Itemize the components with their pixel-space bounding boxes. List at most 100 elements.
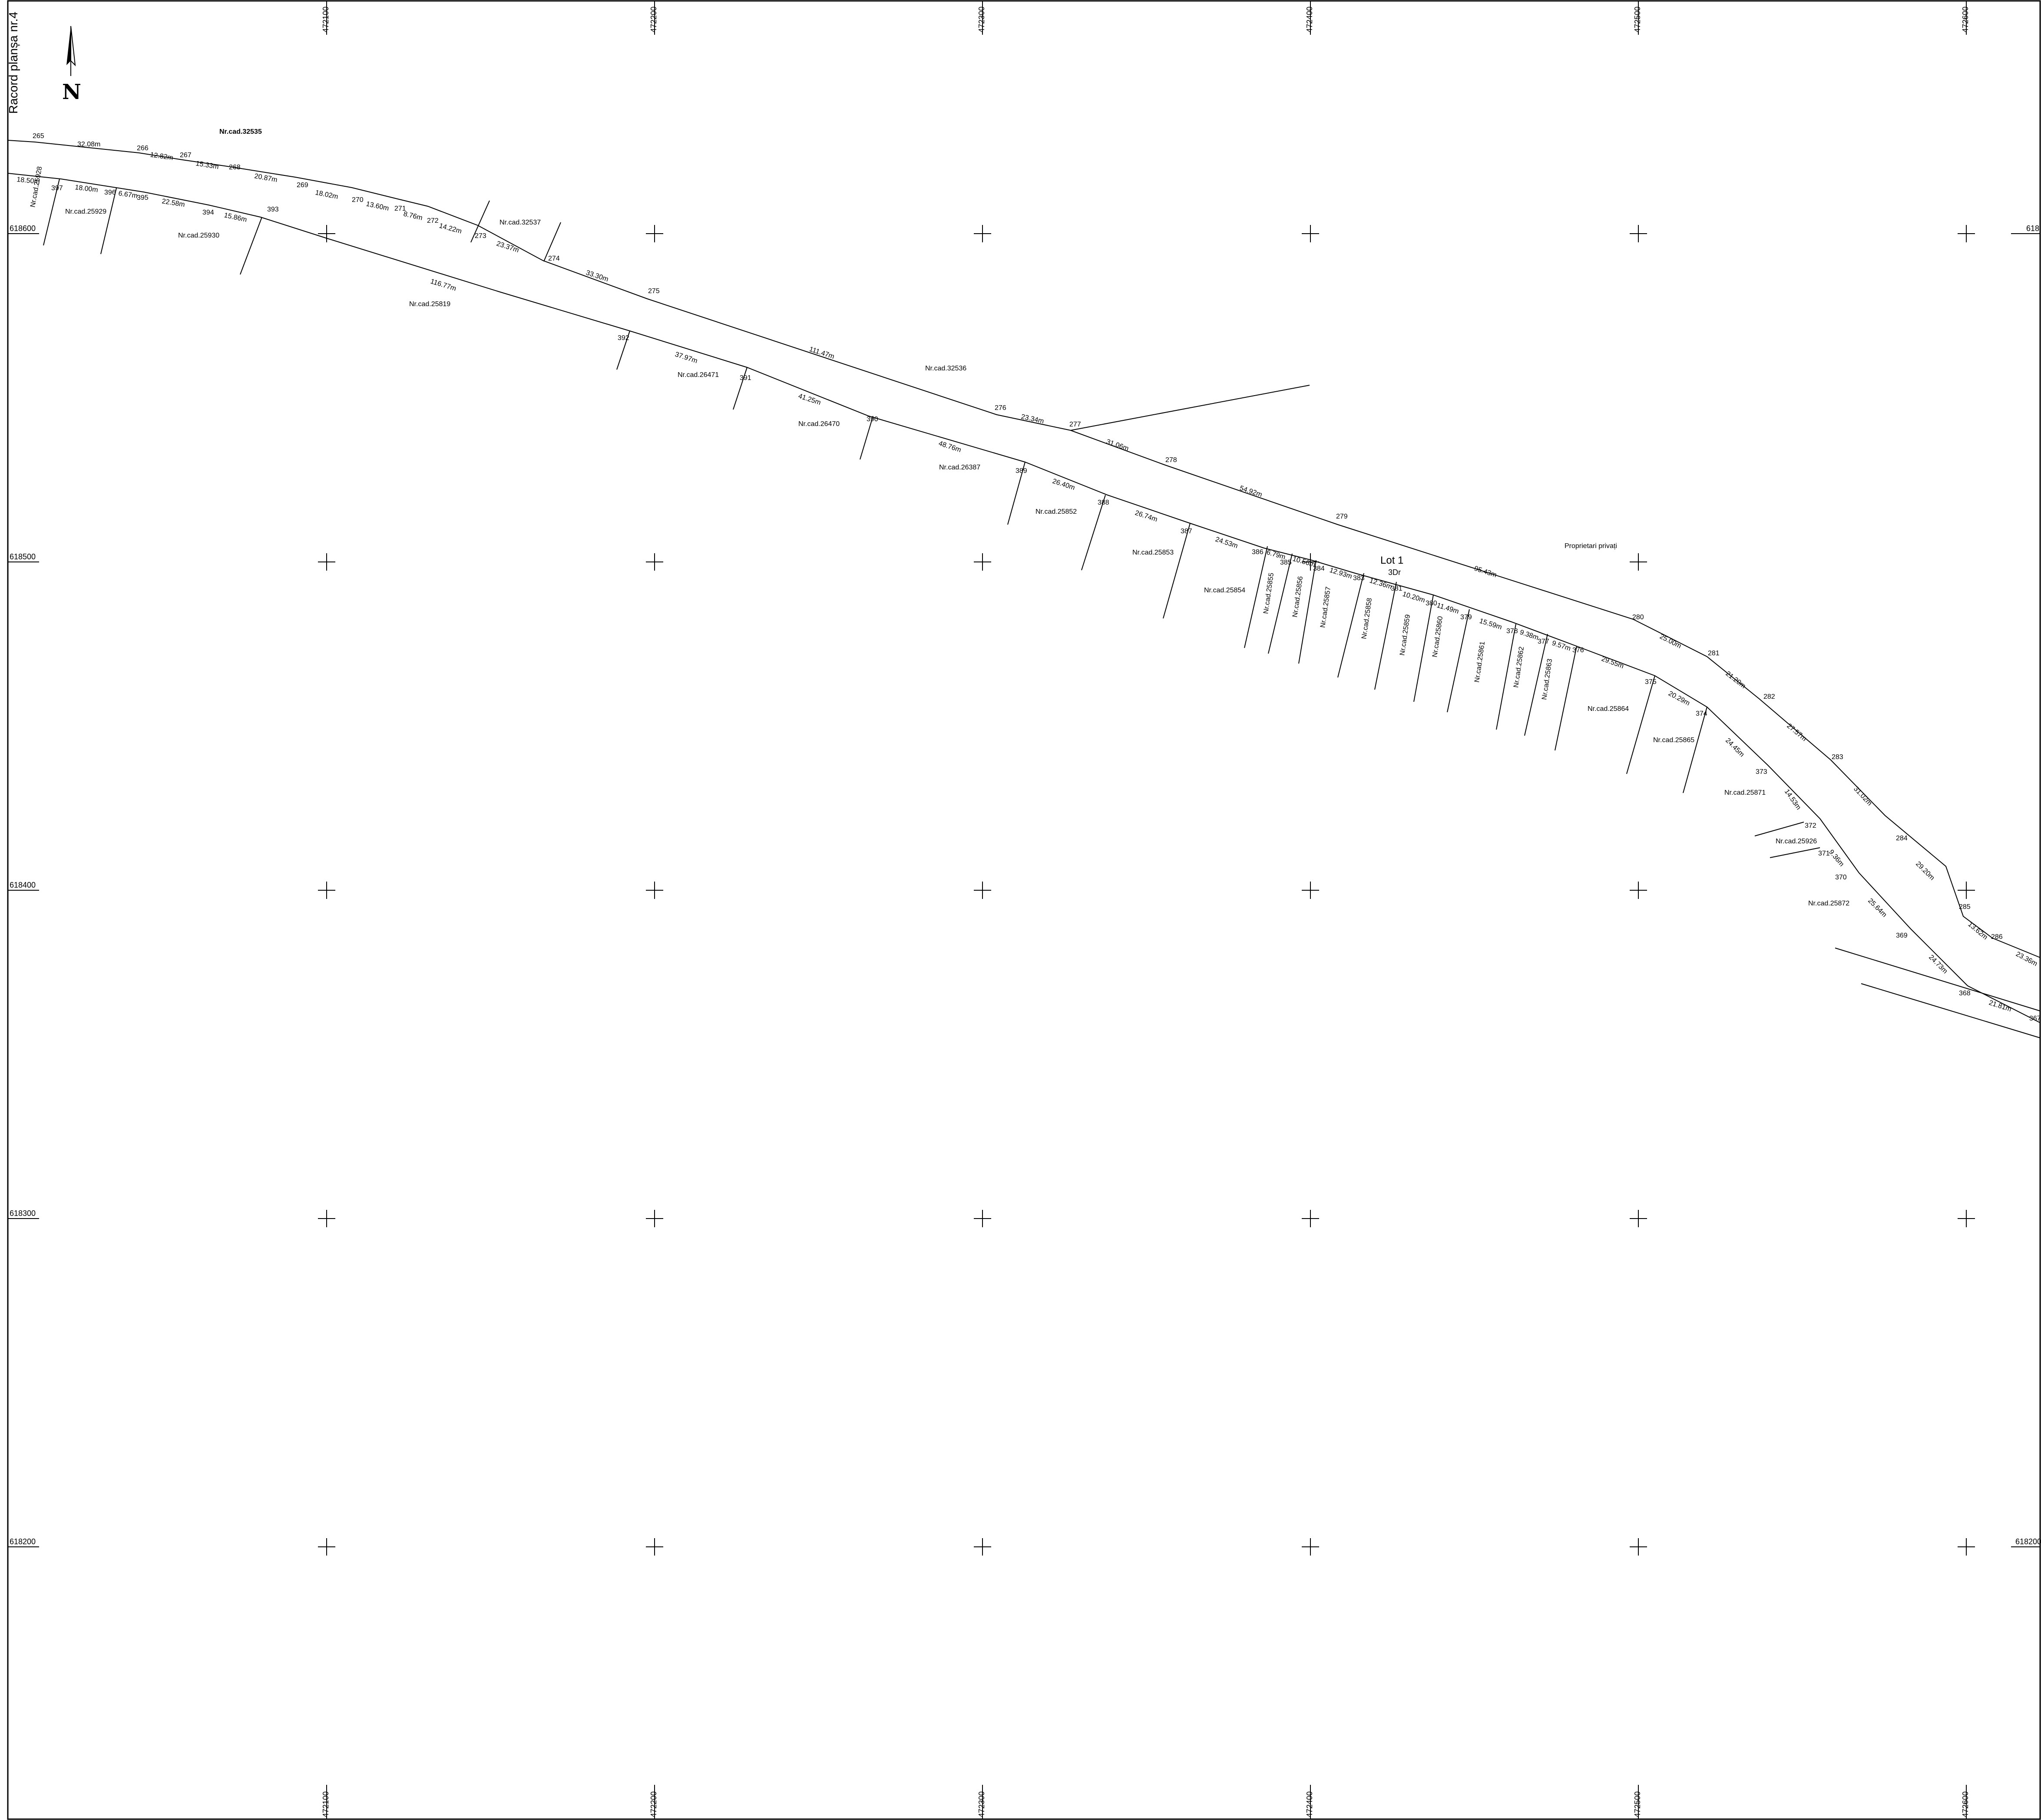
distance-label: 29.20m xyxy=(1914,860,1936,882)
vertex-label: 388 xyxy=(1098,499,1109,506)
lot-name: Lot 1 xyxy=(1380,555,1403,566)
parcel-label: Nr.cad.25854 xyxy=(1204,587,1245,594)
vertex-label: 269 xyxy=(297,182,308,189)
northing-label: 618500 xyxy=(10,552,36,561)
vertex-label: 270 xyxy=(352,196,364,204)
vertex-label: 389 xyxy=(1016,467,1027,475)
vertex-label: 396 xyxy=(104,189,116,196)
vertex-label: 386 xyxy=(1252,548,1264,556)
vertex-label: 282 xyxy=(1763,693,1775,700)
distance-label: 14.53m xyxy=(1783,788,1803,811)
vertex-label: 372 xyxy=(1805,822,1816,829)
parcel-label: Nr.cad.25860 xyxy=(1431,616,1444,658)
vertex-label: 274 xyxy=(548,255,560,262)
distance-label: 54.92m xyxy=(1239,485,1263,499)
parcel-divider-lines xyxy=(43,178,2041,1038)
distance-label: 9.36m xyxy=(1827,849,1846,868)
distance-label: 10.20m xyxy=(1402,591,1426,604)
parcel-label: Nr.cad.26470 xyxy=(798,420,840,428)
distance-label: 15.33m xyxy=(195,160,219,171)
parcel-label: Nr.cad.25855 xyxy=(1262,572,1275,614)
parcel-label: Nr.cad.25928 xyxy=(29,166,43,208)
northing-label: 618300 xyxy=(10,1209,36,1218)
distance-label: 21.20m xyxy=(1724,670,1747,690)
vertex-label: 387 xyxy=(1181,528,1192,535)
vertex-label: 371 xyxy=(1818,850,1830,857)
easting-label-bottom: 472100 xyxy=(321,1791,330,1817)
distance-label: 10.56m xyxy=(1292,555,1316,569)
lower-road-boundary xyxy=(7,173,2041,1023)
parcel-label: Nr.cad.25863 xyxy=(1541,658,1554,700)
distance-label: 41.25m xyxy=(797,393,822,407)
distance-label: 26.40m xyxy=(1052,478,1076,492)
vertex-label: 272 xyxy=(427,217,439,225)
distance-label: 111.47m xyxy=(808,346,835,361)
easting-label-top: 472500 xyxy=(1633,7,1642,33)
vertex-label: 395 xyxy=(137,194,149,201)
parcel-label: Nr.cad.25819 xyxy=(409,301,450,308)
northing-label-right: 618 xyxy=(2026,224,2039,233)
vertex-label: 278 xyxy=(1165,456,1177,464)
parcel-label: Nr.cad.32535 xyxy=(219,128,262,135)
vertex-label: 279 xyxy=(1336,513,1348,520)
vertex-label: 284 xyxy=(1896,835,1908,842)
vertex-label: 374 xyxy=(1696,710,1707,717)
distance-label: 24.45m xyxy=(1724,737,1746,759)
vertex-label: 380 xyxy=(1426,600,1437,607)
north-arrow-icon xyxy=(66,26,76,76)
sheet-title: Racord planșa nr.4 xyxy=(7,12,20,114)
easting-label-top: 472300 xyxy=(977,7,986,33)
vertex-label: 384 xyxy=(1313,565,1325,572)
parcel-label: Nr.cad.25859 xyxy=(1399,614,1412,656)
vertex-label: 383 xyxy=(1353,575,1365,582)
parcel-label: Nr.cad.25852 xyxy=(1035,508,1077,515)
vertex-label: 373 xyxy=(1756,768,1767,776)
distance-label: 12.36m xyxy=(1369,577,1393,591)
vertex-label: 381 xyxy=(1391,585,1403,592)
parcel-label: Nr.cad.25856 xyxy=(1291,576,1304,618)
distance-label: 6.79m xyxy=(1266,549,1286,562)
parcel-label: Nr.cad.25857 xyxy=(1319,586,1332,628)
easting-label-bottom: 472500 xyxy=(1633,1791,1642,1817)
parcel-label: Nr.cad.25865 xyxy=(1653,737,1694,744)
north-label: N xyxy=(62,80,81,104)
vertex-label: 268 xyxy=(229,164,241,171)
easting-label-top: 472400 xyxy=(1305,7,1314,33)
easting-label-top: 472200 xyxy=(649,7,658,33)
distance-label: 11.49m xyxy=(1436,602,1460,616)
distance-label: 27.57m xyxy=(1785,722,1808,743)
parcel-label: Nr.cad.25853 xyxy=(1132,549,1174,556)
vertex-label: 280 xyxy=(1632,614,1644,621)
vertex-label: 367 xyxy=(2029,1015,2041,1022)
vertex-label: 379 xyxy=(1460,614,1472,621)
distance-label: 9.38m xyxy=(1519,629,1540,642)
upper-road-boundary xyxy=(7,140,2041,958)
parcel-label: Nr.cad.32537 xyxy=(499,219,541,226)
easting-label-bottom: 472400 xyxy=(1305,1791,1314,1817)
parcel-label: Nr.cad.25930 xyxy=(178,232,219,239)
vertex-label: 370 xyxy=(1835,874,1847,881)
easting-label-bottom: 472300 xyxy=(977,1791,986,1817)
easting-label-top: 472100 xyxy=(321,7,330,33)
easting-label-bottom: 472200 xyxy=(649,1791,658,1817)
vertex-label: 392 xyxy=(618,334,629,342)
vertex-label: 376 xyxy=(1572,647,1584,654)
distance-label: 23.37m xyxy=(496,240,520,254)
vertex-label: 393 xyxy=(267,206,279,213)
vertex-label: 394 xyxy=(202,209,214,216)
vertex-label: 281 xyxy=(1708,650,1720,657)
parcel-label: Nr.cad.25871 xyxy=(1724,789,1766,796)
parcel-label: Nr.cad.25872 xyxy=(1808,900,1849,907)
distance-label: 37.97m xyxy=(674,351,698,365)
parcel-label: Nr.cad.25861 xyxy=(1473,641,1486,683)
vertex-label: 275 xyxy=(648,287,660,295)
lot-code: 3Dr xyxy=(1388,568,1401,577)
parcel-label: Nr.cad.25858 xyxy=(1360,598,1373,640)
distance-label: 31.02m xyxy=(1852,785,1873,807)
distance-labels: 32.08m 12.82m 15.33m 20.87m 18.02m 13.60… xyxy=(17,141,2039,1013)
vertex-label: 277 xyxy=(1069,421,1081,428)
vertex-label: 369 xyxy=(1896,932,1908,939)
grid-easting-ticks xyxy=(326,1,1967,1819)
parcel-label: Proprietari privați xyxy=(1565,542,1617,550)
